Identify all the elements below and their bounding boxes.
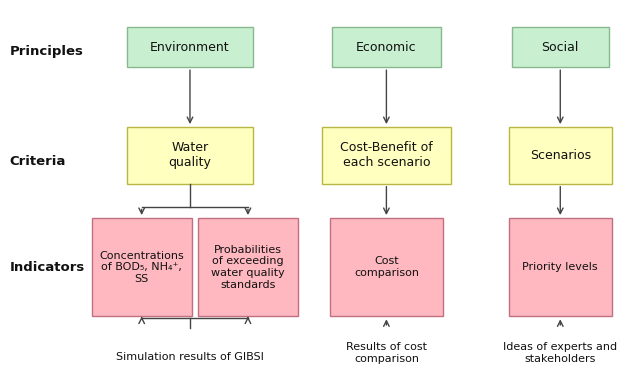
Text: Cost-Benefit of
each scenario: Cost-Benefit of each scenario [340,141,433,169]
FancyBboxPatch shape [509,218,612,316]
FancyBboxPatch shape [198,218,298,316]
FancyBboxPatch shape [127,127,252,184]
FancyBboxPatch shape [127,28,252,67]
Text: Scenarios: Scenarios [530,149,591,162]
Text: Environment: Environment [150,41,230,54]
Text: Social: Social [542,41,579,54]
Text: Probabilities
of exceeding
water quality
standards: Probabilities of exceeding water quality… [211,245,285,290]
Text: Concentrations
of BOD₅, NH₄⁺,
SS: Concentrations of BOD₅, NH₄⁺, SS [99,251,184,284]
Text: Indicators: Indicators [10,261,85,274]
FancyBboxPatch shape [92,218,192,316]
FancyBboxPatch shape [512,28,609,67]
Text: Simulation results of GIBSI: Simulation results of GIBSI [116,352,264,362]
FancyBboxPatch shape [332,28,441,67]
FancyBboxPatch shape [322,127,451,184]
Text: Results of cost
comparison: Results of cost comparison [346,342,427,364]
FancyBboxPatch shape [330,218,443,316]
Text: Cost
comparison: Cost comparison [354,257,419,278]
Text: Criteria: Criteria [10,155,66,168]
Text: Priority levels: Priority levels [522,262,598,272]
Text: Water
quality: Water quality [169,141,211,169]
Text: Principles: Principles [10,45,84,58]
Text: Economic: Economic [356,41,417,54]
FancyBboxPatch shape [509,127,612,184]
Text: Ideas of experts and
stakeholders: Ideas of experts and stakeholders [503,342,618,364]
